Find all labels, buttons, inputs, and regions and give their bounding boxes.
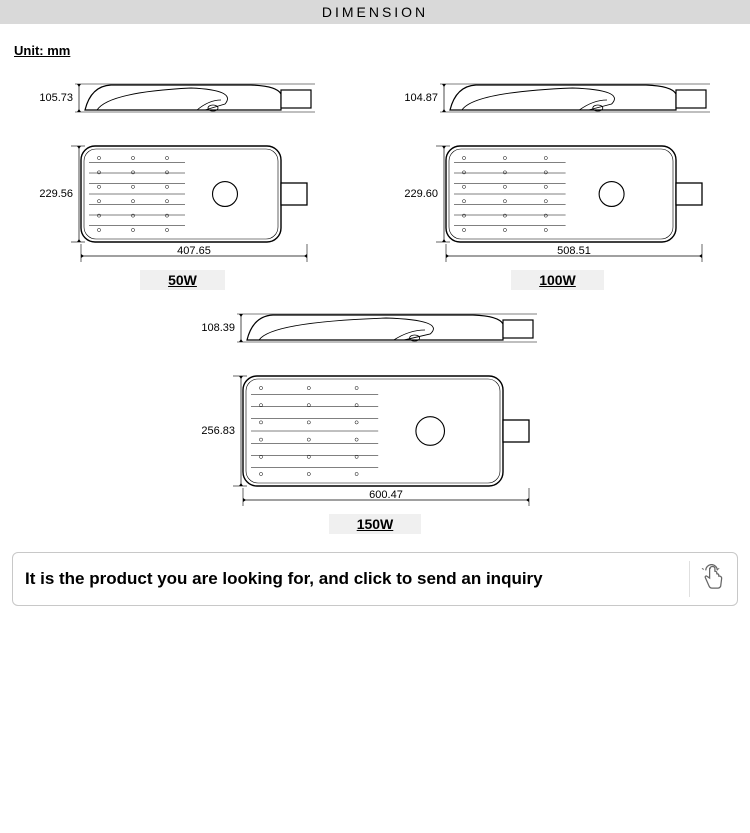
svg-text:407.65: 407.65 [177,245,211,257]
dimension-header: DIMENSION [0,0,750,24]
svg-text:600.47: 600.47 [369,489,403,501]
svg-text:105.73: 105.73 [39,92,73,104]
inquiry-text: It is the product you are looking for, a… [25,569,681,589]
svg-text:108.39: 108.39 [201,322,235,334]
product-50W: 105.73 229.56 407.65 50W [33,70,333,290]
product-100W: 104.87 229.60 508.51 100W [398,70,718,290]
side-view-diagram: 108.39 [195,300,555,360]
inquiry-bar[interactable]: It is the product you are looking for, a… [12,552,738,606]
top-view-diagram: 229.56 407.65 [33,138,333,270]
side-view-diagram: 105.73 [33,70,333,130]
unit-label: Unit: mm [14,43,70,58]
svg-text:229.56: 229.56 [39,188,73,200]
tap-icon [689,561,725,597]
product-row-1: 105.73 229.56 407.65 50W [0,70,750,290]
svg-text:256.83: 256.83 [201,425,235,437]
wattage-label: 150W [329,514,422,534]
top-view-diagram: 229.60 508.51 [398,138,718,270]
side-view-diagram: 104.87 [398,70,718,130]
svg-text:229.60: 229.60 [404,188,438,200]
svg-text:104.87: 104.87 [404,92,438,104]
wattage-label: 100W [511,270,604,290]
wattage-label: 50W [140,270,225,290]
product-150W: 108.39 256.83 600.47 150W [195,300,555,534]
product-row-2: 108.39 256.83 600.47 150W [0,300,750,534]
top-view-diagram: 256.83 600.47 [195,368,555,514]
svg-text:508.51: 508.51 [557,245,591,257]
